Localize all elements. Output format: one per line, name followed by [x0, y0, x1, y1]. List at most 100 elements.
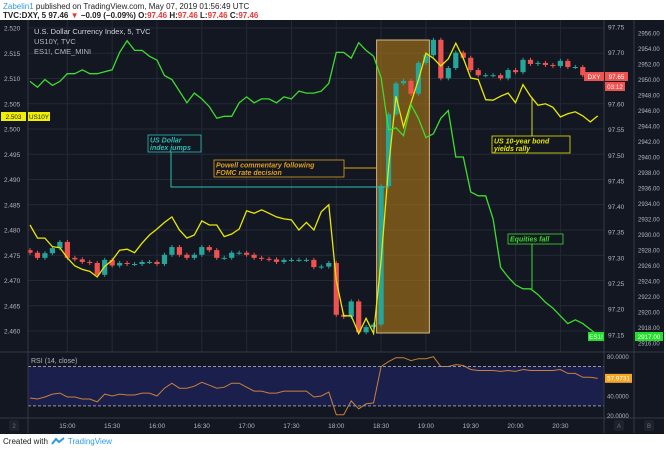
dxy-countdown-label-text: 03:12	[607, 84, 623, 91]
candle	[505, 70, 511, 79]
author-link[interactable]: Zabelin1	[3, 2, 34, 11]
candle	[131, 264, 138, 266]
created-with-text: Created with	[3, 437, 48, 446]
open-value: 97.46	[147, 11, 168, 20]
time-axis-tick-label: 18:00	[328, 423, 345, 430]
candle	[550, 64, 556, 66]
legend-es: ES1!, CME_MINI	[34, 47, 91, 56]
candle	[498, 75, 504, 79]
es-name-label	[588, 332, 604, 341]
dxy-name-label	[584, 72, 604, 81]
footer: Created with TradingView	[3, 437, 112, 446]
candle	[169, 247, 175, 255]
time-axis-tick-label: 15:00	[59, 423, 76, 430]
powell-note-text: Powell commentary following	[216, 163, 315, 170]
candle	[64, 241, 70, 258]
rsi-band-lines	[28, 366, 604, 407]
right-axis-tick-label: 97.45	[608, 178, 625, 185]
scale-settings-button[interactable]	[9, 420, 19, 431]
time-axis-tick-label: 15:30	[104, 423, 121, 430]
scale-b-button[interactable]	[644, 420, 654, 431]
candle	[258, 257, 265, 259]
candle	[527, 59, 534, 64]
candle	[72, 257, 78, 260]
publish-text: published on TradingView.com, May 07, 20…	[35, 2, 250, 11]
powell-note-text: FOMC rate decision	[216, 170, 282, 177]
left-axis-tick-label: 2.505	[4, 101, 21, 108]
left-axis-tick-label: 2.480	[4, 228, 21, 235]
candle	[27, 250, 33, 253]
es-line	[29, 39, 599, 336]
candle	[191, 254, 197, 258]
right-axis-2-tick-label: 2942.00	[638, 140, 660, 146]
right-axis-2-tick-label: 2950.00	[638, 78, 660, 84]
right-axis-2-tick-label: 2948.00	[638, 94, 660, 100]
high-label: H:	[169, 11, 178, 20]
candle	[468, 57, 474, 71]
dxy-price-label	[605, 72, 628, 81]
close-label: C:	[229, 11, 239, 20]
right-axis-2-tick-label: 2932.00	[638, 218, 660, 224]
last-price: 97.46	[48, 11, 69, 20]
right-axis-2-tick-label: 2924.00	[638, 280, 660, 286]
right-axis-2-tick-label: 2940.00	[638, 156, 660, 162]
candle	[453, 52, 459, 69]
open-label: O:	[138, 11, 148, 20]
candle	[214, 250, 220, 258]
low-label: L:	[200, 11, 208, 20]
right-axis-tick-label: 97.70	[608, 50, 625, 57]
auto-scale-button[interactable]	[614, 420, 624, 431]
close-value: 97.46	[238, 11, 259, 20]
left-axis-tick-label: 2.515	[4, 51, 21, 58]
candle	[475, 70, 481, 76]
candle	[371, 324, 377, 328]
left-axis-tick-label: 2.510	[4, 76, 21, 83]
candle	[535, 62, 541, 64]
powell-note	[213, 159, 345, 178]
right-axis-tick-label: 97.55	[608, 127, 625, 134]
candle	[318, 266, 324, 268]
low-value: 97.46	[207, 11, 228, 20]
rsi-axis-tick-label: 20.0000	[607, 414, 629, 420]
candle	[176, 247, 182, 255]
dxy-countdown-label	[605, 82, 625, 91]
bonds-note-text: yields rally	[493, 146, 531, 153]
candle	[161, 254, 168, 265]
candle	[572, 67, 578, 69]
right-axis-tick-label: 97.60	[608, 101, 625, 108]
candle	[333, 262, 339, 315]
right-axis-2-tick-label: 2956.00	[638, 32, 660, 38]
candle	[423, 55, 429, 63]
candle	[408, 80, 414, 94]
candle	[94, 262, 100, 275]
dollar-note	[147, 134, 202, 153]
candle	[288, 259, 295, 261]
legend: U.S. Dollar Currency Index, 5, TVC US10Y…	[31, 27, 151, 365]
candle	[438, 39, 444, 79]
tradingview-logo-icon	[51, 437, 65, 445]
candle	[57, 241, 63, 249]
candle	[124, 262, 130, 265]
right-axis-tick-label: 97.25	[608, 281, 625, 288]
candle	[303, 259, 309, 261]
right-axis-2-tick-label: 2936.00	[638, 187, 660, 193]
left-axis-tick-label: 2.470	[4, 278, 21, 285]
time-axis-tick-label: 19:30	[463, 423, 480, 430]
es-price-label-text: 2917.00	[638, 334, 661, 341]
left-axis-tick-label: 2.520	[4, 26, 21, 33]
candle	[244, 252, 250, 255]
candle	[87, 261, 93, 263]
candle	[363, 327, 369, 333]
candle	[266, 258, 272, 260]
left-axis-tick-label: 2.475	[4, 253, 21, 260]
candle	[326, 262, 332, 267]
time-axis-tick-label: 17:30	[283, 423, 300, 430]
tradingview-link[interactable]: TradingView	[67, 437, 112, 446]
candle	[490, 75, 496, 77]
right-axis-2-tick-label: 2944.00	[638, 125, 660, 131]
candle	[199, 247, 205, 255]
rsi-title: RSI (14, close)	[31, 358, 77, 365]
time-axis-tick-label: 18:30	[373, 423, 390, 430]
bonds-note-text: US 10-year bond	[494, 139, 550, 146]
